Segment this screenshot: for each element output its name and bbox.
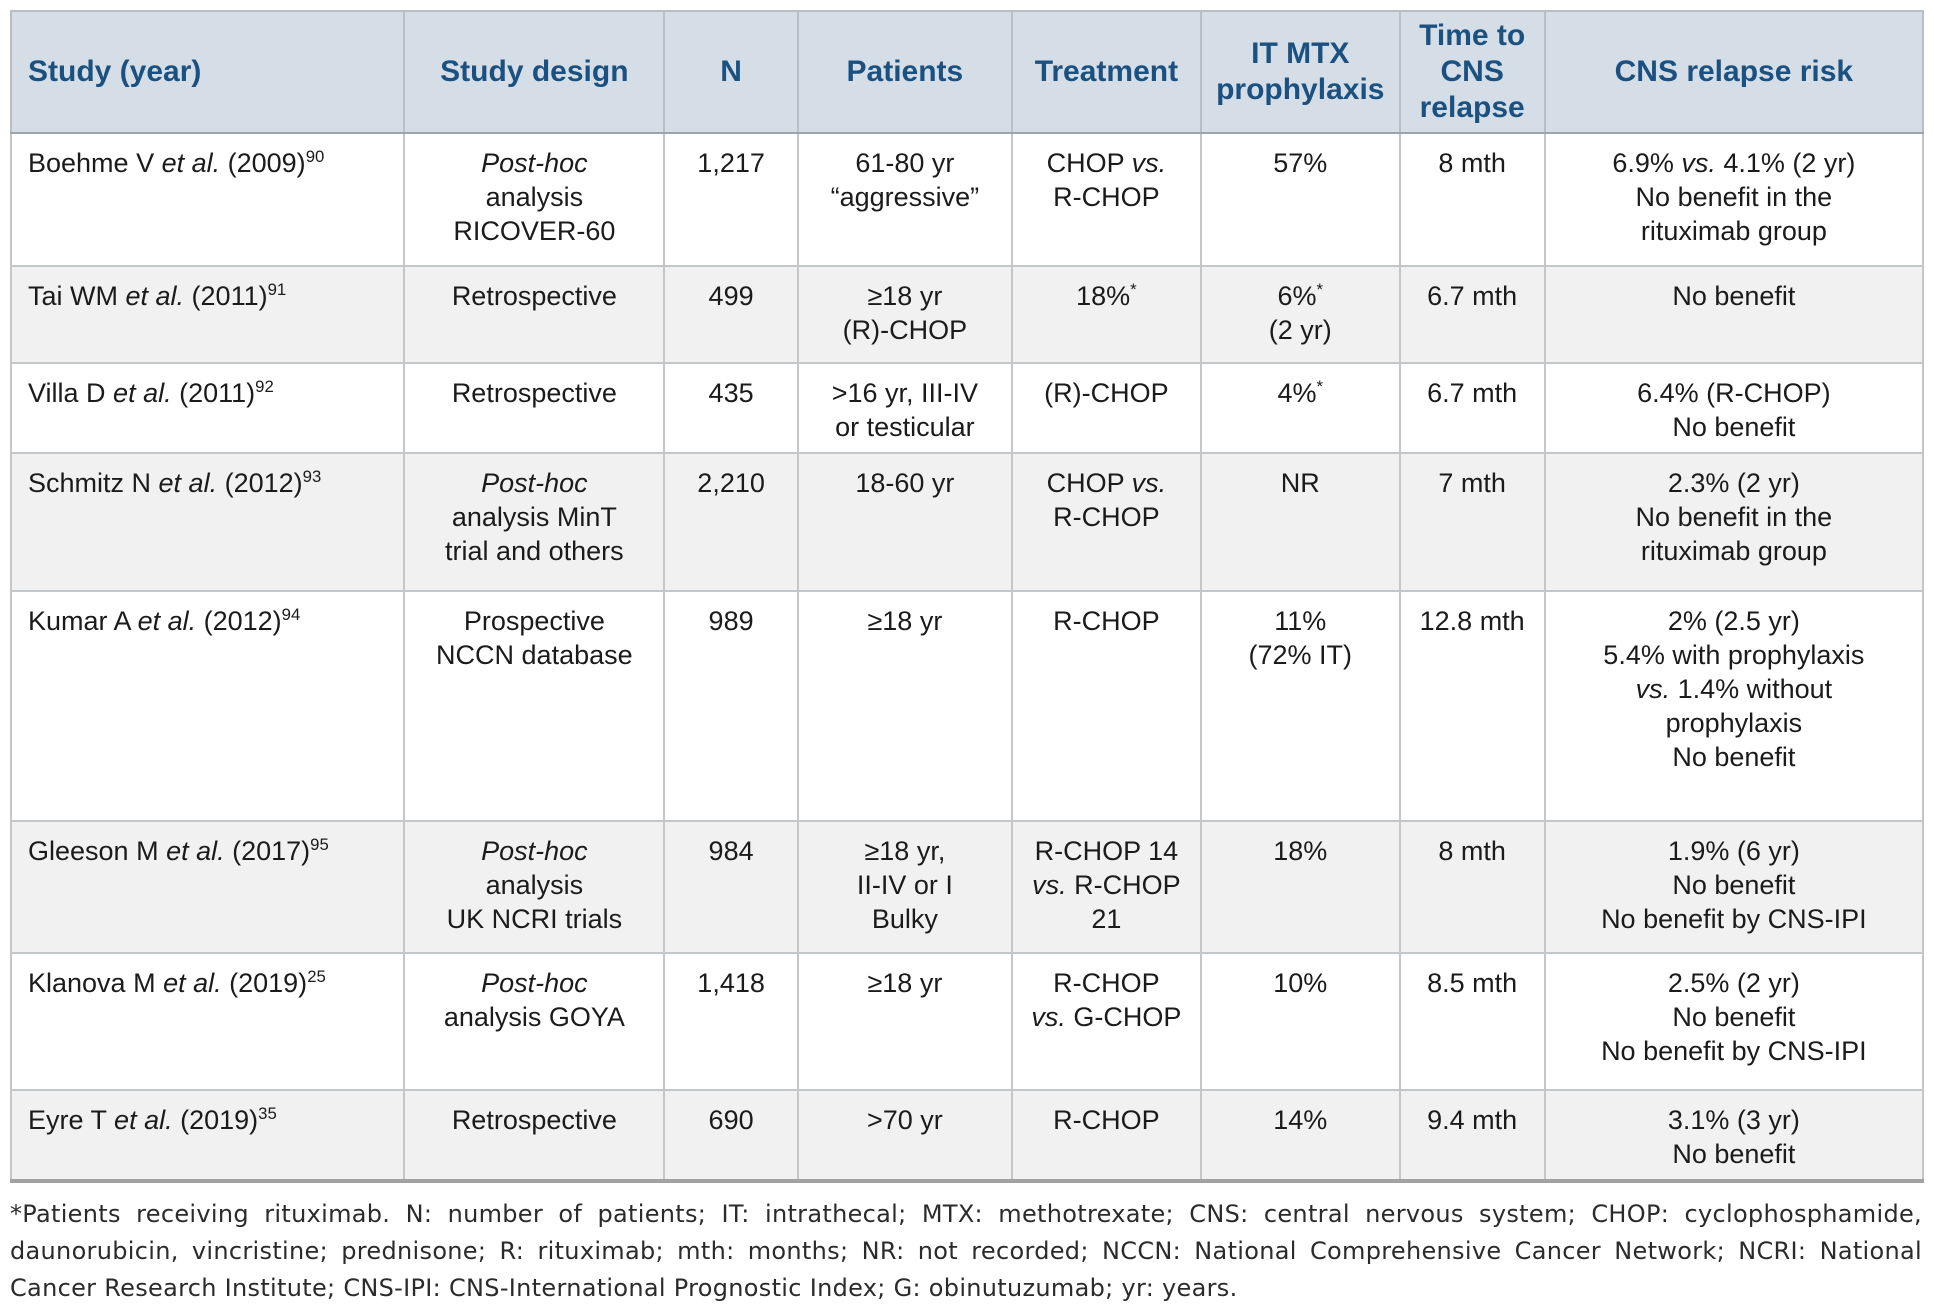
table-cell: 8 mth bbox=[1398, 132, 1546, 267]
table-row: Gleeson M et al. (2017)95 Post-hoc analysi… bbox=[9, 820, 1925, 954]
table-cell: Villa D et al. (2011)92 bbox=[9, 362, 406, 454]
table-cell: Klanova M et al. (2019)25 bbox=[9, 952, 406, 1091]
table-row: Eyre T et al. (2019)35 Retrospective 690 >7… bbox=[9, 1089, 1925, 1182]
col-header-it-mtx-prophylaxis: IT MTX prophylaxis bbox=[1199, 10, 1401, 134]
table-cell: R-CHOP bbox=[1010, 1089, 1202, 1182]
table-cell: 984 bbox=[663, 820, 799, 954]
table-cell: Tai WM et al. (2011)91 bbox=[9, 265, 406, 364]
table-cell: Kumar A et al. (2012)94 bbox=[9, 590, 406, 822]
table-cell: 6.7 mth bbox=[1398, 265, 1546, 364]
table-row: Kumar A et al. (2012)94 Prospective NCCN d… bbox=[9, 590, 1925, 822]
table-cell: 6%* (2 yr) bbox=[1199, 265, 1401, 364]
table-cell: R-CHOP vs. G-CHOP bbox=[1010, 952, 1202, 1091]
table-cell: 14% bbox=[1199, 1089, 1401, 1182]
table-cell: Boehme V et al. (2009)90 bbox=[9, 132, 406, 267]
table-cell: 989 bbox=[663, 590, 799, 822]
table-cell: Post-hoc analysis RICOVER-60 bbox=[403, 132, 666, 267]
table-cell: CHOP vs. R-CHOP bbox=[1010, 452, 1202, 592]
table-cell: 2.5% (2 yr) No benefit No benefit by CNS-I… bbox=[1543, 952, 1925, 1091]
table-body: Boehme V et al. (2009)90 Post-hoc analysis… bbox=[9, 132, 1925, 1182]
table-cell: ≥18 yr, II-IV or I Bulky bbox=[796, 820, 1013, 954]
table-cell: >16 yr, III-IV or testicular bbox=[796, 362, 1013, 454]
col-header-study-year: Study (year) bbox=[9, 10, 406, 134]
table-cell: 18%* bbox=[1010, 265, 1202, 364]
table-cell: >70 yr bbox=[796, 1089, 1013, 1182]
table-cell: ≥18 yr (R)-CHOP bbox=[796, 265, 1013, 364]
table-cell: 57% bbox=[1199, 132, 1401, 267]
table-row: Boehme V et al. (2009)90 Post-hoc analysis… bbox=[9, 132, 1925, 267]
table-cell: Retrospective bbox=[403, 1089, 666, 1182]
table-cell: 18-60 yr bbox=[796, 452, 1013, 592]
table-cell: 1,418 bbox=[663, 952, 799, 1091]
table-cell: Post-hoc analysis MinT trial and others bbox=[403, 452, 666, 592]
table-row: Schmitz N et al. (2012)93 Post-hoc analysi… bbox=[9, 452, 1925, 592]
table-cell: 9.4 mth bbox=[1398, 1089, 1546, 1182]
table-cell: (R)-CHOP bbox=[1010, 362, 1202, 454]
table-cell: 2% (2.5 yr) 5.4% with prophylaxis vs. 1.4%… bbox=[1543, 590, 1925, 822]
table-cell: 2.3% (2 yr) No benefit in the rituximab gr… bbox=[1543, 452, 1925, 592]
table-cell: 1.9% (6 yr) No benefit No benefit by CNS-I… bbox=[1543, 820, 1925, 954]
table-cell: 10% bbox=[1199, 952, 1401, 1091]
table-header-row: Study (year) Study design N Patients Tre… bbox=[9, 10, 1925, 134]
table-footnote: *Patients receiving rituximab. N: number… bbox=[10, 1200, 1922, 1302]
table-cell: 7 mth bbox=[1398, 452, 1546, 592]
table-cell: 2,210 bbox=[663, 452, 799, 592]
table-cell: ≥18 yr bbox=[796, 952, 1013, 1091]
col-header-n: N bbox=[663, 10, 799, 134]
table-cell: 6.9% vs. 4.1% (2 yr) No benefit in the rit… bbox=[1543, 132, 1925, 267]
table-row: Villa D et al. (2011)92 Retrospective 435 >… bbox=[9, 362, 1925, 454]
table-cell: 6.4% (R-CHOP) No benefit bbox=[1543, 362, 1925, 454]
table-cell: ≥18 yr bbox=[796, 590, 1013, 822]
table-cell: Retrospective bbox=[403, 362, 666, 454]
table-cell: 499 bbox=[663, 265, 799, 364]
table-cell: 11% (72% IT) bbox=[1199, 590, 1401, 822]
table-cell: Prospective NCCN database bbox=[403, 590, 666, 822]
table-cell: Post-hoc analysis GOYA bbox=[403, 952, 666, 1091]
table-row: Klanova M et al. (2019)25 Post-hoc analysi… bbox=[9, 952, 1925, 1091]
table-cell: R-CHOP 14 vs. R-CHOP 21 bbox=[1010, 820, 1202, 954]
table-cell: Gleeson M et al. (2017)95 bbox=[9, 820, 406, 954]
table-cell: 8 mth bbox=[1398, 820, 1546, 954]
table-cell: 8.5 mth bbox=[1398, 952, 1546, 1091]
table-cell: No benefit bbox=[1543, 265, 1925, 364]
table-cell: 18% bbox=[1199, 820, 1401, 954]
table-cell: 3.1% (3 yr) No benefit bbox=[1543, 1089, 1925, 1182]
table-cell: 6.7 mth bbox=[1398, 362, 1546, 454]
col-header-patients: Patients bbox=[796, 10, 1013, 134]
table-cell: 435 bbox=[663, 362, 799, 454]
table-cell: Eyre T et al. (2019)35 bbox=[9, 1089, 406, 1182]
table-cell: CHOP vs. R-CHOP bbox=[1010, 132, 1202, 267]
table-cell: 690 bbox=[663, 1089, 799, 1182]
table-row: Tai WM et al. (2011)91 Retrospective 499 ≥1… bbox=[9, 265, 1925, 364]
table-cell: R-CHOP bbox=[1010, 590, 1202, 822]
col-header-treatment: Treatment bbox=[1010, 10, 1202, 134]
table-cell: 12.8 mth bbox=[1398, 590, 1546, 822]
table-cell: Post-hoc analysis UK NCRI trials bbox=[403, 820, 666, 954]
col-header-study-design: Study design bbox=[403, 10, 666, 134]
table-cell: Schmitz N et al. (2012)93 bbox=[9, 452, 406, 592]
table-cell: 61-80 yr “aggressive” bbox=[796, 132, 1013, 267]
cns-relapse-study-table: Study (year) Study design N Patients Tre… bbox=[9, 10, 1925, 1183]
table-cell: NR bbox=[1199, 452, 1401, 592]
table-cell: Retrospective bbox=[403, 265, 666, 364]
col-header-time-to-cns-relapse: Time to CNS relapse bbox=[1398, 10, 1546, 134]
table-cell: 4%* bbox=[1199, 362, 1401, 454]
col-header-cns-relapse-risk: CNS relapse risk bbox=[1543, 10, 1925, 134]
table-cell: 1,217 bbox=[663, 132, 799, 267]
